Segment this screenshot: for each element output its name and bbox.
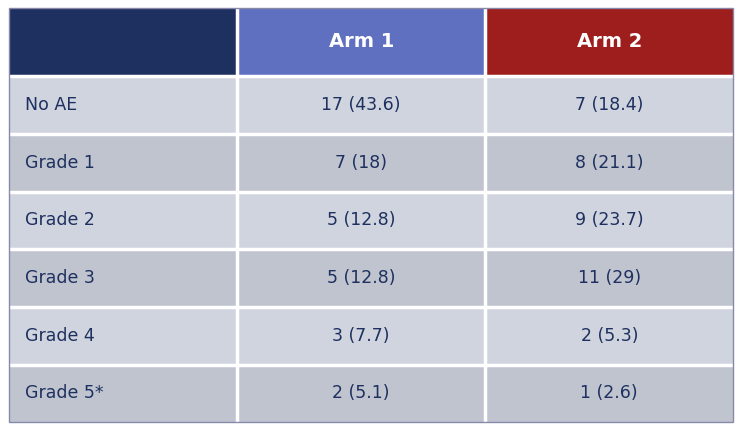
Bar: [237, 191, 485, 249]
Text: 9 (23.7): 9 (23.7): [575, 212, 643, 229]
Bar: [9, 365, 237, 422]
Text: 7 (18): 7 (18): [335, 154, 387, 172]
Text: 3 (7.7): 3 (7.7): [332, 327, 390, 345]
Bar: [237, 365, 485, 422]
Bar: [9, 134, 237, 191]
Bar: [485, 8, 733, 76]
Bar: [485, 307, 733, 365]
Text: 7 (18.4): 7 (18.4): [575, 96, 643, 114]
Bar: [9, 249, 237, 307]
Text: No AE: No AE: [25, 96, 77, 114]
Bar: [9, 76, 237, 134]
Text: 2 (5.3): 2 (5.3): [580, 327, 638, 345]
Text: 5 (12.8): 5 (12.8): [327, 269, 395, 287]
Bar: [9, 307, 237, 365]
Bar: [237, 307, 485, 365]
Bar: [237, 249, 485, 307]
Text: 5 (12.8): 5 (12.8): [327, 212, 395, 229]
Bar: [485, 134, 733, 191]
Text: Grade 4: Grade 4: [25, 327, 95, 345]
Bar: [237, 134, 485, 191]
Bar: [485, 365, 733, 422]
Bar: [485, 76, 733, 134]
Text: Arm 2: Arm 2: [577, 32, 642, 52]
Text: 8 (21.1): 8 (21.1): [575, 154, 643, 172]
Text: 11 (29): 11 (29): [578, 269, 641, 287]
Text: 1 (2.6): 1 (2.6): [580, 384, 638, 402]
Bar: [9, 8, 237, 76]
Text: Grade 2: Grade 2: [25, 212, 95, 229]
Bar: [237, 76, 485, 134]
Text: Grade 1: Grade 1: [25, 154, 95, 172]
Text: Grade 5*: Grade 5*: [25, 384, 104, 402]
Bar: [485, 249, 733, 307]
Bar: [9, 191, 237, 249]
Bar: [237, 8, 485, 76]
Bar: [485, 191, 733, 249]
Text: 2 (5.1): 2 (5.1): [332, 384, 390, 402]
Text: Grade 3: Grade 3: [25, 269, 95, 287]
Text: Arm 1: Arm 1: [329, 32, 394, 52]
Text: 17 (43.6): 17 (43.6): [321, 96, 401, 114]
